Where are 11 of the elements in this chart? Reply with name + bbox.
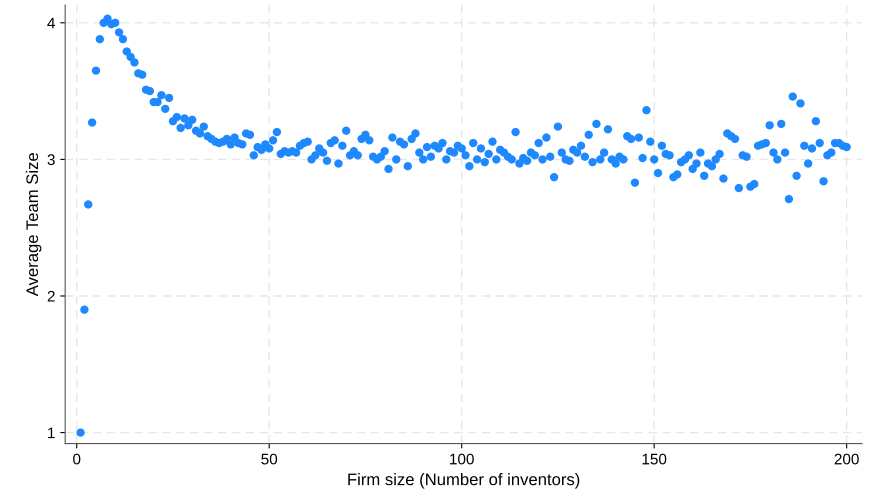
y-tick-label: 2	[48, 290, 55, 302]
x-tick-label: 0	[73, 454, 80, 464]
y-axis-title: Average Team Size	[26, 153, 42, 296]
y-tick-label: 3	[48, 154, 55, 166]
x-tick-label: 50	[261, 454, 278, 464]
x-tick-label: 150	[642, 454, 666, 464]
y-tick-label: 1	[48, 428, 55, 438]
x-tick-label: 100	[450, 454, 474, 464]
y-tick-label: 4	[47, 18, 56, 28]
x-tick-label: 200	[834, 454, 859, 464]
x-axis-title: Firm size (Number of inventors)	[348, 473, 580, 489]
